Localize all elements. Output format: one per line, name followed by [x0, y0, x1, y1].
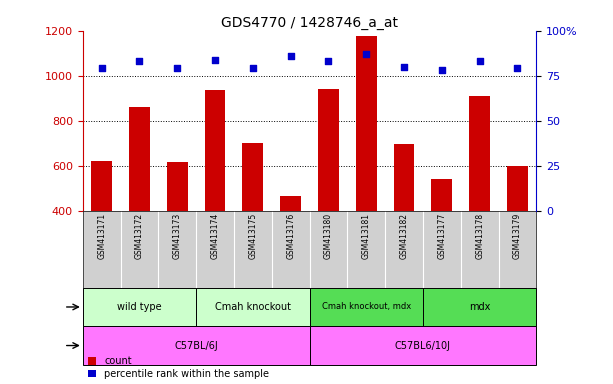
Bar — [394, 144, 414, 210]
Point — [210, 56, 220, 63]
Text: Cmah knockout, mdx: Cmah knockout, mdx — [322, 303, 411, 311]
Bar — [196, 288, 310, 326]
Text: GSM413171: GSM413171 — [97, 213, 106, 259]
Point — [399, 64, 409, 70]
Text: C57BL6/10J: C57BL6/10J — [395, 341, 451, 351]
Text: GSM413176: GSM413176 — [286, 213, 295, 259]
Bar — [129, 107, 150, 210]
Bar — [356, 36, 376, 210]
Bar — [310, 288, 423, 326]
Bar — [91, 161, 112, 210]
Bar — [83, 288, 196, 326]
Text: wild type: wild type — [117, 302, 162, 312]
Text: GSM413180: GSM413180 — [324, 213, 333, 259]
Point — [475, 58, 485, 65]
Point — [361, 51, 371, 57]
Text: GSM413178: GSM413178 — [475, 213, 484, 259]
Bar — [423, 288, 536, 326]
Point — [437, 67, 447, 73]
Bar — [507, 166, 528, 210]
Point — [248, 65, 257, 71]
Bar — [432, 179, 452, 210]
Text: GSM413182: GSM413182 — [400, 213, 409, 259]
Point — [324, 58, 333, 65]
Bar — [243, 143, 263, 210]
Point — [172, 65, 182, 71]
Bar — [205, 90, 226, 210]
Bar — [310, 326, 536, 365]
Point — [286, 53, 295, 59]
Text: GSM413179: GSM413179 — [513, 213, 522, 259]
Bar — [280, 196, 301, 210]
Bar — [83, 326, 310, 365]
Legend: count, percentile rank within the sample: count, percentile rank within the sample — [88, 356, 269, 379]
Text: GSM413175: GSM413175 — [248, 213, 257, 259]
Bar — [167, 162, 188, 210]
Point — [512, 65, 522, 71]
Text: GSM413177: GSM413177 — [437, 213, 446, 259]
Text: mdx: mdx — [469, 302, 490, 312]
Point — [134, 58, 145, 65]
Text: GSM413173: GSM413173 — [173, 213, 182, 259]
Text: Cmah knockout: Cmah knockout — [215, 302, 291, 312]
Bar — [318, 89, 339, 210]
Text: C57BL/6J: C57BL/6J — [174, 341, 218, 351]
Bar — [470, 96, 490, 210]
Point — [97, 65, 107, 71]
Text: GSM413174: GSM413174 — [210, 213, 219, 259]
Text: GSM413181: GSM413181 — [362, 213, 371, 259]
Text: GSM413172: GSM413172 — [135, 213, 144, 259]
Title: GDS4770 / 1428746_a_at: GDS4770 / 1428746_a_at — [221, 16, 398, 30]
